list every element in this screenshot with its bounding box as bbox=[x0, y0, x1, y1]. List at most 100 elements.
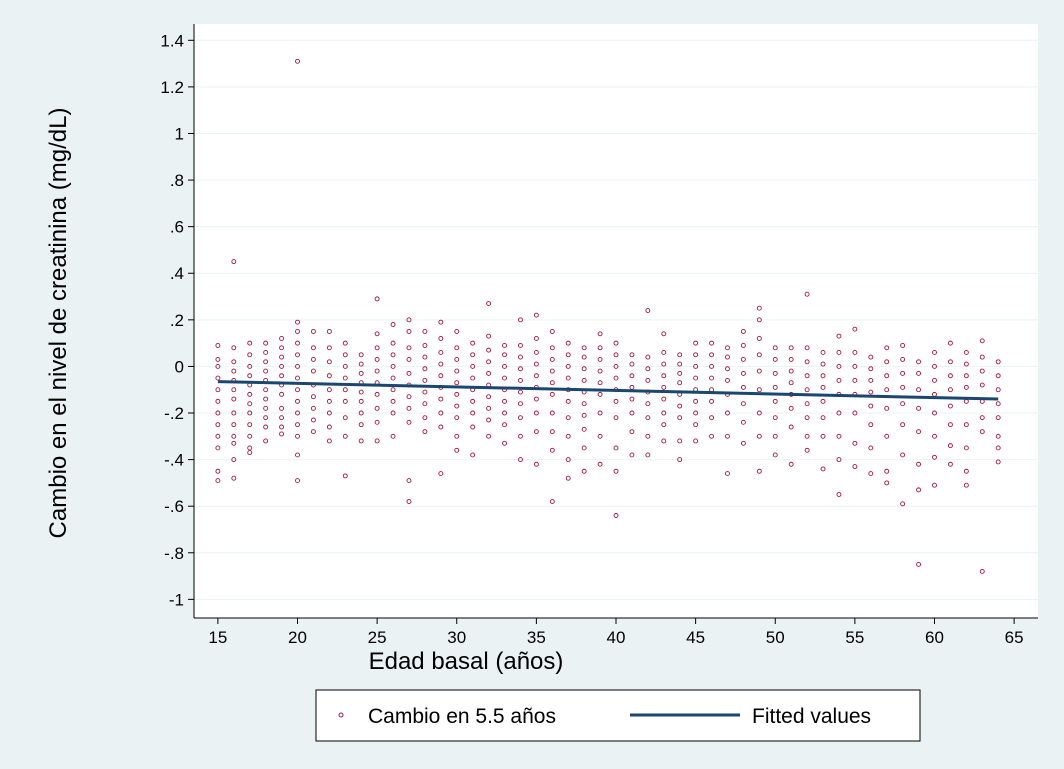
scatter-point bbox=[502, 398, 507, 404]
scatter-point bbox=[406, 394, 412, 400]
scatter-point bbox=[629, 361, 635, 367]
scatter-point bbox=[581, 412, 587, 418]
scatter-point bbox=[613, 398, 619, 404]
scatter-point bbox=[932, 410, 937, 416]
scatter-point bbox=[772, 384, 778, 390]
scatter-point bbox=[979, 338, 985, 344]
scatter-point bbox=[963, 349, 969, 355]
scatter-point bbox=[533, 461, 539, 467]
scatter-point bbox=[804, 415, 810, 421]
scatter-point bbox=[518, 433, 523, 439]
scatter-point bbox=[295, 387, 300, 393]
scatter-point bbox=[979, 568, 985, 574]
scatter-point bbox=[852, 326, 858, 332]
scatter-point bbox=[916, 370, 922, 376]
scatter-point bbox=[852, 464, 858, 470]
scatter-point bbox=[852, 363, 858, 369]
scatter-point bbox=[756, 387, 762, 393]
fitted-line-group bbox=[217, 380, 999, 401]
scatter-point bbox=[263, 387, 269, 393]
scatter-point bbox=[438, 336, 444, 341]
scatter-point bbox=[772, 433, 778, 439]
scatter-point bbox=[565, 340, 571, 346]
scatter-point bbox=[533, 361, 539, 367]
scatter-point bbox=[486, 359, 492, 365]
scatter-point bbox=[677, 361, 683, 367]
scatter-point bbox=[326, 387, 332, 393]
scatter-point bbox=[374, 345, 380, 351]
scatter-point bbox=[247, 391, 253, 397]
scatter-point bbox=[406, 329, 412, 334]
scatter-point bbox=[932, 454, 937, 460]
scatter-point bbox=[390, 433, 396, 439]
scatter-point bbox=[310, 429, 316, 435]
scatter-point bbox=[772, 398, 778, 404]
scatter-point bbox=[342, 415, 348, 421]
x-tick-label: 30 bbox=[447, 628, 466, 647]
scatter-point bbox=[263, 359, 269, 365]
scatter-point bbox=[470, 398, 476, 404]
scatter-point bbox=[613, 352, 619, 358]
scatter-point bbox=[629, 452, 635, 458]
scatter-point bbox=[661, 349, 667, 355]
scatter-point bbox=[788, 424, 794, 430]
scatter-point bbox=[533, 410, 539, 416]
scatter-point bbox=[772, 356, 778, 362]
scatter-point bbox=[820, 384, 826, 390]
scatter-point bbox=[406, 317, 412, 323]
scatter-point bbox=[215, 363, 221, 369]
scatter-point bbox=[804, 345, 810, 351]
scatter-point bbox=[565, 352, 571, 358]
scatter-point bbox=[884, 359, 890, 365]
scatter-point bbox=[231, 433, 237, 439]
y-tick-label: -.8 bbox=[164, 544, 184, 563]
scatter-point bbox=[247, 445, 253, 451]
scatter-point bbox=[231, 396, 237, 402]
scatter-point bbox=[358, 398, 364, 404]
scatter-point bbox=[645, 377, 651, 383]
scatter-point bbox=[406, 370, 412, 376]
scatter-point bbox=[900, 501, 906, 507]
scatter-point bbox=[836, 457, 842, 463]
scatter-point bbox=[438, 424, 444, 430]
scatter-point bbox=[247, 450, 253, 456]
scatter-point bbox=[422, 401, 428, 407]
scatter-point bbox=[709, 340, 714, 346]
scatter-point bbox=[597, 368, 603, 374]
scatter-point bbox=[422, 354, 428, 360]
scatter-point bbox=[326, 398, 332, 404]
scatter-point bbox=[661, 331, 667, 337]
scatter-point bbox=[947, 387, 953, 393]
scatter-point bbox=[963, 384, 969, 390]
scatter-point bbox=[549, 329, 555, 334]
scatter-point bbox=[916, 387, 922, 393]
scatter-point bbox=[613, 415, 619, 421]
scatter-point bbox=[565, 375, 571, 381]
scatter-point bbox=[486, 333, 492, 339]
scatter-point bbox=[836, 377, 842, 383]
scatter-point bbox=[231, 259, 237, 265]
scatter-point bbox=[836, 410, 842, 416]
scatter-point bbox=[693, 422, 699, 428]
scatter-point bbox=[454, 433, 460, 439]
scatter-point bbox=[581, 401, 587, 407]
scatter-point bbox=[932, 433, 937, 439]
scatter-point bbox=[533, 336, 539, 341]
scatter-point bbox=[709, 398, 714, 404]
scatter-point bbox=[358, 410, 364, 416]
scatter-point bbox=[279, 345, 285, 351]
scatter-point bbox=[836, 433, 842, 439]
scatter-point bbox=[406, 419, 412, 425]
scatter-point bbox=[581, 445, 587, 451]
scatter-point bbox=[979, 415, 985, 421]
scatter-point bbox=[390, 398, 396, 404]
scatter-point bbox=[454, 447, 460, 453]
scatter-point bbox=[310, 329, 316, 334]
scatter-point bbox=[565, 457, 571, 463]
scatter-point bbox=[693, 438, 699, 444]
scatter-point bbox=[215, 410, 221, 416]
y-tick-label: .4 bbox=[170, 264, 184, 283]
scatter-point bbox=[215, 445, 221, 451]
scatter-point bbox=[756, 368, 762, 374]
scatter-point bbox=[247, 422, 253, 428]
